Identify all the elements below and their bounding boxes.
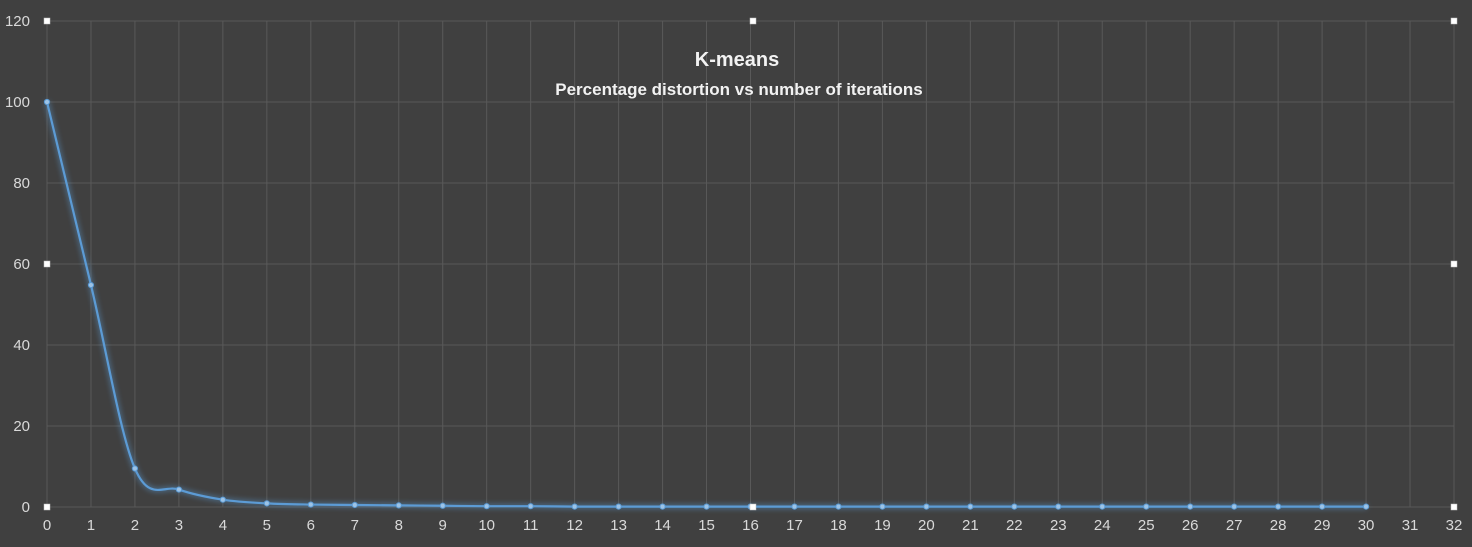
gridlines	[46, 20, 1455, 508]
data-point-4	[219, 496, 226, 503]
x-tick-label-13: 13	[610, 517, 627, 534]
resize-handle-bottom-right[interactable]	[1450, 503, 1458, 511]
x-tick-label-29: 29	[1314, 517, 1331, 534]
x-tick-label-32: 32	[1446, 517, 1463, 534]
x-tick-label-20: 20	[918, 517, 935, 534]
x-tick-label-18: 18	[830, 517, 847, 534]
data-point-9	[439, 502, 446, 509]
data-point-26	[1187, 503, 1194, 510]
y-tick-label-4: 80	[13, 175, 30, 192]
resize-handle-middle-left[interactable]	[43, 260, 51, 268]
resize-handle-bottom-left[interactable]	[43, 503, 51, 511]
y-tick-label-6: 120	[5, 13, 30, 30]
data-point-22	[1011, 503, 1018, 510]
data-point-11	[527, 503, 534, 510]
data-point-3	[175, 486, 183, 493]
x-tick-label-2: 2	[131, 517, 139, 534]
y-tick-label-2: 40	[13, 337, 30, 354]
x-tick-label-16: 16	[742, 517, 759, 534]
data-point-25	[1143, 503, 1150, 510]
data-point-13	[615, 503, 622, 510]
data-point-17	[791, 503, 798, 510]
x-tick-label-5: 5	[263, 517, 271, 534]
data-point-29	[1318, 503, 1326, 510]
data-point-0	[43, 98, 51, 106]
x-tick-label-31: 31	[1402, 517, 1419, 534]
data-point-27	[1231, 503, 1238, 510]
x-tick-label-7: 7	[351, 517, 359, 534]
data-point-15	[703, 503, 710, 510]
x-tick-label-11: 11	[523, 517, 539, 534]
x-tick-label-19: 19	[874, 517, 891, 534]
chart-title: K-means	[695, 49, 779, 71]
y-tick-label-5: 100	[5, 94, 30, 111]
data-point-18	[835, 503, 842, 510]
data-point-19	[879, 503, 886, 510]
x-tick-label-4: 4	[219, 517, 227, 534]
data-point-7	[351, 501, 358, 509]
data-point-28	[1275, 503, 1282, 510]
chart-subtitle: Percentage distortion vs number of itera…	[555, 80, 922, 99]
x-tick-label-30: 30	[1358, 517, 1375, 534]
data-point-30	[1362, 503, 1370, 510]
resize-handle-top-left[interactable]	[43, 17, 51, 25]
resize-handle-middle-right[interactable]	[1450, 260, 1458, 268]
data-point-2	[131, 465, 139, 472]
data-points	[43, 98, 1370, 510]
resize-handle-top-right[interactable]	[1450, 17, 1458, 25]
y-tick-label-0: 0	[22, 499, 30, 516]
x-tick-label-8: 8	[395, 517, 403, 534]
y-tick-label-1: 20	[13, 418, 30, 435]
x-tick-label-15: 15	[698, 517, 715, 534]
x-tick-label-24: 24	[1094, 517, 1111, 534]
data-point-14	[659, 503, 666, 510]
data-point-20	[923, 503, 930, 510]
x-tick-label-10: 10	[478, 517, 495, 534]
x-tick-label-28: 28	[1270, 517, 1287, 534]
selection-handles[interactable]	[43, 17, 1458, 511]
x-tick-label-22: 22	[1006, 517, 1023, 534]
data-point-24	[1099, 503, 1106, 510]
x-tick-label-0: 0	[43, 517, 51, 534]
data-point-21	[967, 503, 974, 510]
x-tick-label-21: 21	[962, 517, 979, 534]
data-point-23	[1055, 503, 1062, 510]
x-tick-label-23: 23	[1050, 517, 1067, 534]
resize-handle-top-center[interactable]	[749, 17, 757, 25]
y-tick-label-3: 60	[13, 256, 30, 273]
x-tick-label-3: 3	[175, 517, 183, 534]
data-point-1	[87, 281, 95, 289]
x-tick-label-25: 25	[1138, 517, 1155, 534]
data-point-12	[571, 503, 578, 510]
data-point-5	[263, 500, 270, 507]
x-tick-label-9: 9	[439, 517, 447, 534]
x-tick-label-27: 27	[1226, 517, 1243, 534]
x-tick-label-6: 6	[307, 517, 315, 534]
x-tick-label-17: 17	[786, 517, 803, 534]
resize-handle-bottom-center[interactable]	[749, 503, 757, 511]
x-tick-label-14: 14	[654, 517, 671, 534]
x-tick-label-1: 1	[87, 517, 95, 534]
data-point-10	[483, 503, 490, 510]
data-point-6	[307, 501, 314, 508]
x-tick-label-12: 12	[566, 517, 583, 534]
x-tick-label-26: 26	[1182, 517, 1199, 534]
data-point-8	[395, 502, 402, 509]
